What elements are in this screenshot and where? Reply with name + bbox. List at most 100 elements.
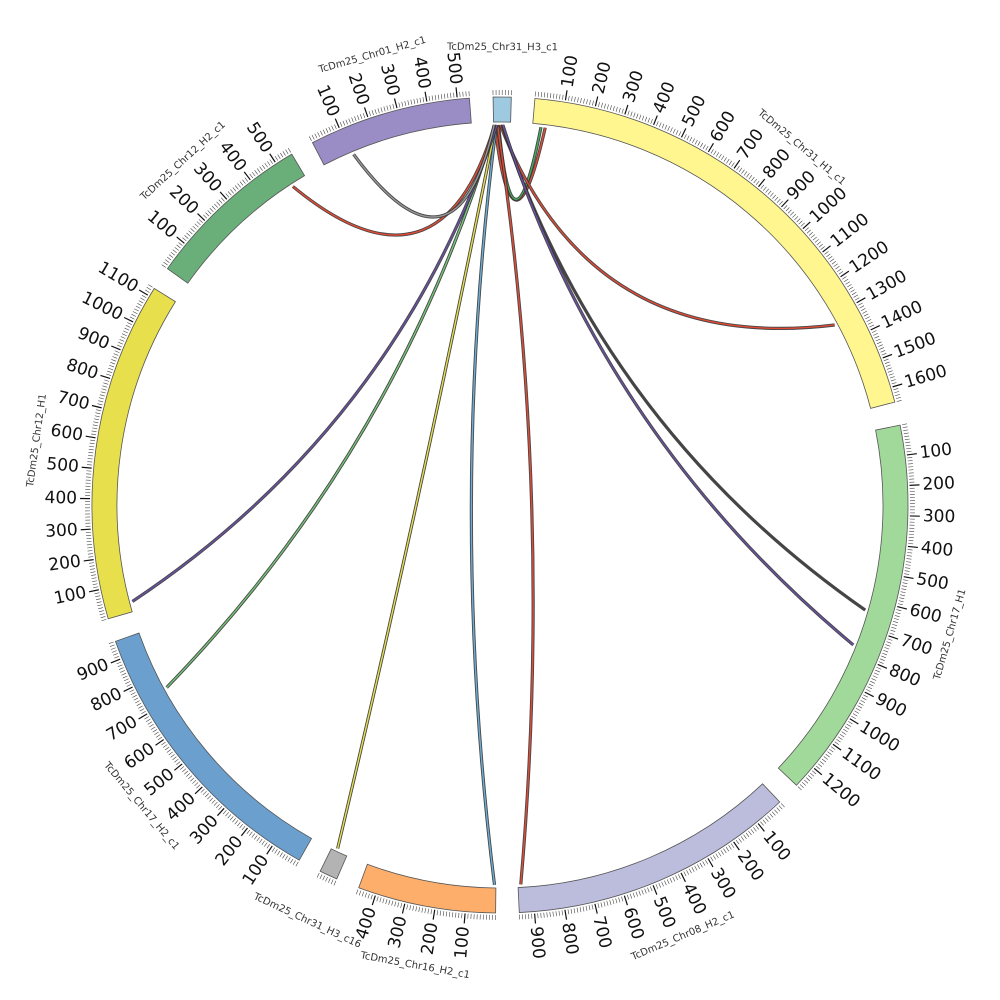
- minor-tick: [225, 193, 230, 198]
- minor-tick: [227, 814, 232, 819]
- minor-tick: [904, 435, 910, 438]
- minor-tick: [904, 438, 910, 441]
- minor-tick: [876, 666, 882, 670]
- minor-tick: [186, 773, 191, 777]
- minor-tick: [144, 289, 150, 293]
- minor-tick: [882, 652, 888, 656]
- minor-tick: [861, 697, 867, 701]
- tick-label-chr16_h2: 200: [418, 921, 443, 956]
- minor-tick: [888, 373, 894, 376]
- tick-label-chr08_h2: 700: [588, 914, 615, 950]
- minor-tick: [606, 900, 609, 906]
- minor-tick: [559, 94, 561, 100]
- minor-tick: [771, 811, 776, 816]
- minor-tick: [618, 897, 621, 903]
- minor-tick: [348, 118, 351, 124]
- minor-tick: [382, 898, 385, 904]
- minor-tick: [271, 847, 276, 852]
- minor-tick: [797, 786, 802, 791]
- minor-tick: [887, 638, 893, 641]
- minor-tick: [580, 98, 582, 104]
- minor-tick: [601, 102, 603, 108]
- segment-chr08_h2: [517, 783, 781, 913]
- minor-tick: [745, 832, 750, 838]
- minor-tick: [95, 598, 101, 601]
- minor-tick: [194, 223, 199, 228]
- minor-tick: [713, 150, 717, 156]
- major-tick: [266, 845, 273, 855]
- minor-tick: [116, 344, 122, 348]
- minor-tick: [207, 795, 212, 800]
- minor-tick: [686, 135, 690, 141]
- minor-tick: [161, 741, 166, 746]
- minor-tick: [437, 94, 440, 100]
- tick-label-chr12_h1: 800: [64, 355, 101, 384]
- minor-tick: [891, 382, 897, 385]
- tick-label-chr31_h1: 1500: [891, 328, 939, 362]
- minor-tick: [367, 893, 370, 899]
- minor-tick: [896, 609, 902, 612]
- minor-tick: [192, 225, 197, 230]
- minor-tick: [259, 838, 263, 844]
- link-10: [292, 124, 496, 236]
- minor-tick: [89, 568, 96, 570]
- minor-tick: [328, 126, 332, 132]
- segment-chr12_h2: [166, 153, 306, 284]
- minor-tick: [879, 658, 885, 661]
- minor-tick: [760, 184, 765, 189]
- major-tick: [840, 270, 850, 278]
- segment-chr12_h1: [91, 287, 176, 620]
- minor-tick: [227, 191, 232, 196]
- minor-tick: [767, 815, 771, 820]
- minor-tick: [705, 145, 709, 151]
- minor-tick: [93, 418, 100, 421]
- minor-tick: [743, 834, 747, 839]
- minor-tick: [873, 333, 878, 336]
- minor-tick: [99, 397, 105, 400]
- minor-tick: [447, 93, 449, 99]
- minor-tick: [790, 211, 794, 216]
- minor-tick: [808, 232, 813, 236]
- minor-tick: [890, 379, 896, 382]
- minor-tick: [220, 197, 225, 202]
- minor-tick: [136, 702, 142, 706]
- minor-tick: [377, 108, 380, 114]
- segments-layer: [91, 96, 909, 914]
- minor-tick: [282, 854, 286, 859]
- tick-label-chr12_h1: 1100: [94, 258, 141, 297]
- minor-tick: [256, 837, 260, 842]
- minor-tick: [672, 876, 676, 882]
- minor-tick: [176, 244, 181, 249]
- minor-tick: [110, 647, 116, 650]
- minor-tick: [796, 218, 801, 223]
- minor-tick: [132, 311, 138, 315]
- minor-tick: [385, 899, 388, 905]
- minor-tick: [878, 344, 883, 347]
- minor-tick: [379, 897, 382, 903]
- minor-tick: [884, 361, 890, 364]
- minor-tick: [276, 850, 281, 856]
- minor-tick: [820, 246, 825, 250]
- tick-label-chr01_h2: 400: [409, 55, 434, 91]
- major-tick: [194, 786, 203, 795]
- minor-tick: [700, 142, 704, 148]
- minor-tick: [555, 911, 557, 917]
- minor-tick: [152, 729, 158, 733]
- tick-label-chr16_h2: 100: [451, 926, 474, 960]
- minor-tick: [715, 152, 720, 157]
- link-3: [501, 124, 866, 611]
- minor-tick: [188, 230, 193, 235]
- minor-tick: [819, 761, 825, 765]
- minor-tick: [124, 327, 130, 331]
- major-tick: [707, 142, 714, 153]
- minor-tick: [591, 904, 594, 910]
- minor-tick: [448, 911, 451, 917]
- minor-tick: [182, 237, 187, 242]
- major-tick: [111, 345, 121, 351]
- minor-tick: [753, 178, 758, 184]
- major-tick: [680, 128, 687, 138]
- minor-tick: [842, 276, 847, 280]
- minor-tick: [697, 141, 701, 146]
- major-tick: [88, 589, 99, 593]
- minor-tick: [98, 610, 104, 613]
